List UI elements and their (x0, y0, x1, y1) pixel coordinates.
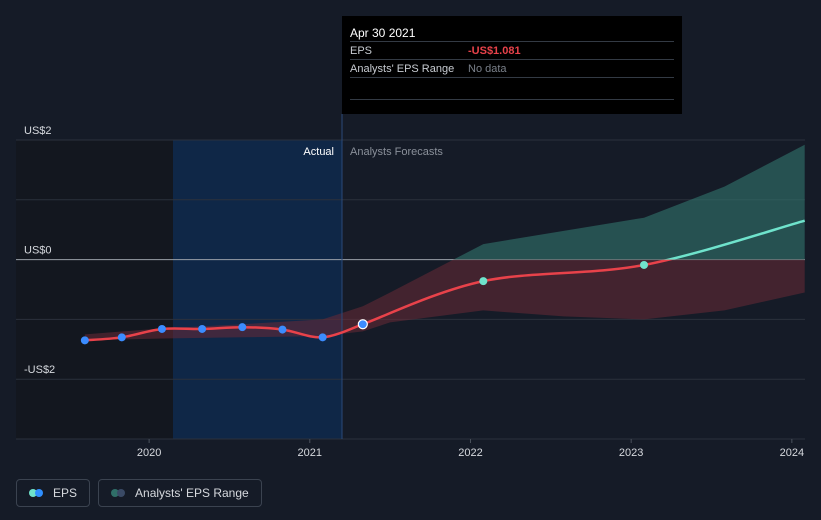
tooltip-date: Apr 30 2021 (350, 24, 674, 42)
legend: EPS Analysts' EPS Range (16, 479, 262, 507)
x-axis-labels: 2020 2021 2022 2023 2024 (137, 439, 804, 459)
x-tick-label: 2021 (298, 447, 322, 459)
tooltip-eps-label: EPS (350, 44, 373, 57)
eps-actual-point (238, 323, 247, 332)
y-tick-label: US$2 (24, 125, 52, 137)
tooltip-range-row: Analysts' EPS Range No data (350, 60, 674, 78)
actual-label: Actual (303, 146, 334, 158)
x-tick-label: 2022 (458, 447, 482, 459)
x-tick-label: 2023 (619, 447, 643, 459)
eps-actual-point (278, 325, 287, 334)
eps-actual-point (117, 333, 126, 342)
y-axis-labels: US$2 US$0 -US$2 (24, 125, 55, 376)
eps-actual-point (318, 333, 327, 342)
eps-forecast-point (640, 260, 649, 269)
eps-forecast-line-negative (362, 259, 675, 326)
eps-points (80, 260, 649, 345)
eps-actual-point (80, 336, 89, 345)
range-band-negative (84, 259, 805, 341)
eps-forecast-line-positive (663, 219, 805, 260)
forecast-label: Analysts Forecasts (350, 146, 443, 158)
legend-eps-toggle[interactable]: EPS (16, 479, 91, 507)
eps-actual-point (198, 324, 207, 333)
y-tick-label: -US$2 (24, 364, 55, 376)
tooltip: Apr 30 2021 EPS -US$1.081 Analysts' EPS … (342, 16, 682, 114)
tooltip-range-value: No data (468, 62, 507, 75)
tooltip-eps-value: -US$1.081 (468, 44, 521, 57)
past-year-highlight (173, 140, 342, 439)
legend-eps-label: EPS (53, 486, 78, 500)
eps-actual-point (157, 324, 166, 333)
eps-actual-point (357, 319, 368, 330)
legend-range-toggle[interactable]: Analysts' EPS Range (98, 479, 262, 507)
y-tick-label: US$0 (24, 245, 52, 257)
tooltip-spacer (350, 78, 674, 100)
eps-legend-icon (29, 488, 45, 498)
x-tick-label: 2024 (780, 447, 804, 459)
tooltip-range-label: Analysts' EPS Range (350, 62, 455, 75)
legend-range-label: Analysts' EPS Range (135, 486, 249, 500)
eps-forecast-point (479, 277, 488, 286)
x-tick-label: 2020 (137, 447, 161, 459)
eps-range-band (84, 144, 805, 341)
range-band-positive (453, 144, 805, 260)
past-shade (16, 140, 173, 439)
tooltip-eps-row: EPS -US$1.081 (350, 42, 674, 60)
range-legend-icon (111, 488, 127, 498)
